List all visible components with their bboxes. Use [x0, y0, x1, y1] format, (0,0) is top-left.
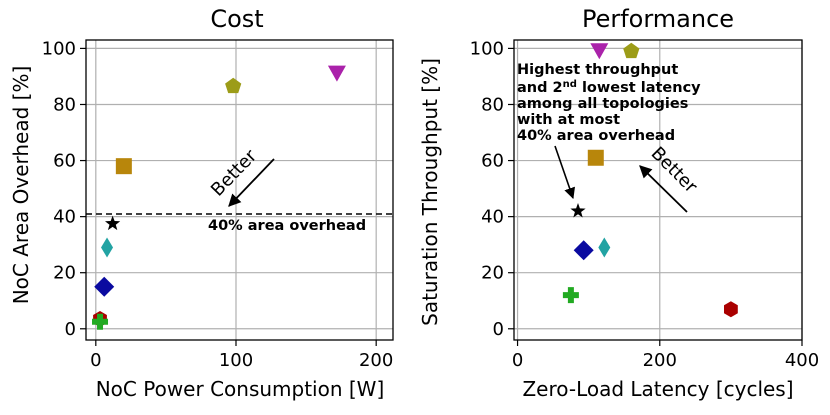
cost-point-star [105, 215, 121, 231]
performance-y-tick-label: 60 [481, 151, 504, 172]
annotation-superscript: nd [563, 79, 577, 90]
performance-x-axis-label: Zero-Load Latency [cycles] [522, 377, 793, 401]
performance-point-pentagon [623, 42, 640, 59]
performance-plot-frame [513, 39, 803, 341]
performance-points [562, 42, 738, 318]
performance-x-tick-label: 0 [512, 350, 523, 371]
cost-point-pentagon [225, 77, 242, 94]
cost-point-triangle-down [327, 65, 346, 82]
cost-chart-title: Cost [210, 5, 263, 33]
cost-y-tick-label: 80 [53, 94, 76, 115]
cost-y-tick-label: 40 [53, 207, 76, 228]
performance-point-plus [562, 287, 579, 304]
annotation-line-3: among all topologies [517, 96, 688, 112]
annotation-line-2-end: lowest latency [577, 80, 701, 96]
cost-better-label: Better [207, 145, 261, 200]
performance-y-tick-label: 100 [470, 38, 504, 59]
cost-point-square [115, 158, 132, 175]
performance-y-tick-label: 0 [493, 319, 504, 340]
cost-better-arrow [228, 158, 275, 207]
cost-point-diamond [94, 276, 115, 297]
performance-point-diamond [573, 240, 594, 261]
cost-chart: Cost NoC Power Consumption [W] NoC Area … [9, 5, 394, 401]
performance-x-tick-label: 200 [643, 350, 677, 371]
annotation-line-4: with at most [517, 112, 620, 128]
performance-x-tick-label: 400 [785, 350, 819, 371]
cost-plot-frame [85, 39, 394, 341]
performance-annotation: Highest throughput and 2nd lowest latenc… [517, 62, 701, 144]
annotation-line-5: 40% area overhead [517, 128, 675, 144]
cost-y-tick-label: 0 [65, 319, 76, 340]
performance-point-hexagon [724, 301, 738, 318]
cost-point-plus [92, 313, 109, 330]
performance-point-star [570, 203, 586, 218]
cost-x-tick-label: 200 [359, 350, 393, 371]
performance-y-tick-label: 20 [481, 263, 504, 284]
performance-chart-title: Performance [582, 5, 734, 33]
cost-x-axis-label: NoC Power Consumption [W] [96, 377, 385, 401]
performance-better-label: Better [647, 143, 702, 198]
threshold-label: 40% area overhead [208, 218, 366, 234]
performance-point-square [587, 149, 604, 166]
annotation-line-2: and 2nd lowest latency [517, 79, 701, 96]
performance-y-tick-label: 40 [481, 207, 504, 228]
cost-x-tick-label: 100 [219, 350, 253, 371]
performance-better-arrow [639, 165, 688, 213]
cost-points [92, 65, 346, 330]
cost-x-tick-label: 0 [90, 350, 101, 371]
cost-point-thin-diamond [101, 237, 114, 258]
performance-chart: Performance Zero-Load Latency [cycles] S… [418, 5, 819, 401]
cost-y-tick-label: 20 [53, 263, 76, 284]
annotation-line-2-start: and 2 [517, 80, 563, 96]
cost-y-tick-label: 100 [42, 38, 76, 59]
annotation-line-1: Highest throughput [517, 62, 678, 78]
performance-y-tick-label: 80 [481, 94, 504, 115]
annotation-arrow [554, 145, 575, 200]
cost-y-tick-label: 60 [53, 151, 76, 172]
cost-y-axis-label: NoC Area Overhead [%] [9, 66, 33, 305]
performance-y-axis-label: Saturation Throughput [%] [418, 58, 442, 326]
performance-point-thin-diamond [598, 237, 611, 258]
performance-point-triangle-down [590, 43, 609, 60]
